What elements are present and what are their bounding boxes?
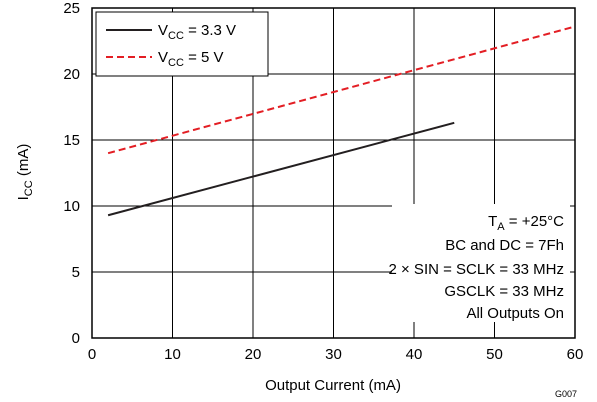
x-tick-label: 30 xyxy=(325,346,342,363)
y-tick-label: 10 xyxy=(63,198,80,215)
legend-label-vcc-3v3: VCC = 3.3 V xyxy=(158,22,236,42)
legend-label-vcc-5v: VCC = 5 V xyxy=(158,49,224,69)
y-tick-label: 20 xyxy=(63,66,80,83)
series-line-0 xyxy=(107,121,455,217)
y-axis-title: ICC (mA) xyxy=(15,144,35,201)
legend-box xyxy=(95,11,269,77)
y-tick-label: 5 xyxy=(72,264,80,281)
annotation-sin-sclk: 2 × SIN = SCLK = 33 MHz xyxy=(389,261,565,278)
y-tick-label: 0 xyxy=(72,330,80,347)
y-tick-label: 25 xyxy=(63,0,80,17)
legend: VCC = 3.3 V VCC = 5 V xyxy=(95,11,269,77)
annotation-bc-dc: BC and DC = 7Fh xyxy=(445,237,564,254)
x-tick-label: 40 xyxy=(406,346,423,363)
series-layer xyxy=(107,25,576,217)
annotation-all-outputs: All Outputs On xyxy=(466,305,564,322)
x-tick-label: 50 xyxy=(486,346,503,363)
x-tick-label: 0 xyxy=(88,346,96,363)
annotation-ta: TA = +25°C xyxy=(488,213,564,233)
x-axis-title: Output Current (mA) xyxy=(265,377,401,394)
x-tick-labels: 0 10 20 30 40 50 60 xyxy=(88,346,584,363)
y-tick-labels: 0 5 10 15 20 25 xyxy=(63,0,80,347)
annotation-gsclk: GSCLK = 33 MHz xyxy=(444,283,564,300)
plot-frame xyxy=(91,7,576,339)
x-tick-label: 20 xyxy=(245,346,262,363)
series-line-1 xyxy=(107,25,576,155)
x-tick-label: 60 xyxy=(567,346,584,363)
annotation-background xyxy=(392,204,570,322)
y-tick-label: 15 xyxy=(63,132,80,149)
figure-id: G007 xyxy=(555,389,577,399)
conditions-annotation: TA = +25°C BC and DC = 7Fh 2 × SIN = SCL… xyxy=(389,204,570,322)
x-tick-label: 10 xyxy=(164,346,181,363)
